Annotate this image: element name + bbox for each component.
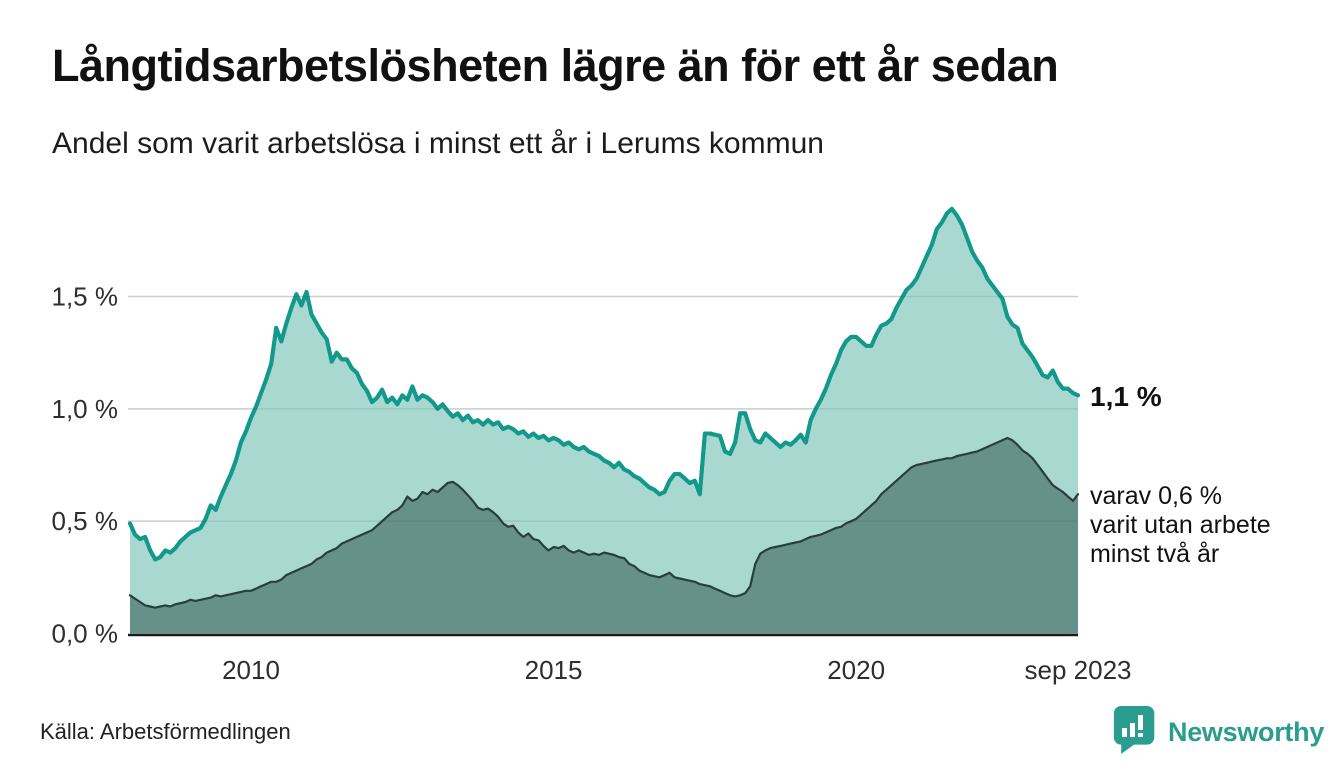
secondary-series-label-line1: varav 0,6 % — [1090, 482, 1223, 510]
newsworthy-brand: Newsworthy — [1112, 706, 1324, 758]
x-axis-tick-label: 2010 — [222, 655, 280, 685]
secondary-series-label-line3: minst två år — [1090, 540, 1220, 568]
secondary-series-label-line2: varit utan arbete — [1090, 511, 1271, 539]
y-axis-tick-label: 0,5 % — [52, 506, 119, 536]
area-unemployed-2yr — [130, 438, 1078, 634]
chart-subtitle: Andel som varit arbetslösa i minst ett å… — [52, 127, 824, 160]
line-unemployed-2yr — [128, 436, 1080, 609]
newsworthy-brand-text: Newsworthy — [1168, 716, 1325, 747]
x-axis-tick-label: 2015 — [525, 655, 583, 685]
newsworthy-logo-icon — [1113, 706, 1155, 754]
latest-value-label: 1,1 % — [1090, 381, 1162, 412]
secondary-series-label: varav 0,6 % varit utan arbete minst två … — [1090, 482, 1271, 569]
y-axis-tick-label: 0,0 % — [52, 619, 119, 649]
line-unemployed-1yr-top — [128, 206, 1080, 562]
y-axis-tick-label: 1,0 % — [52, 394, 119, 424]
y-axis-tick-label: 1,5 % — [52, 281, 119, 311]
x-axis-tick-label: 2020 — [827, 655, 885, 685]
chart-title: Långtidsarbetslösheten lägre än för ett … — [52, 40, 1059, 91]
x-axis-tick-label: sep 2023 — [1025, 655, 1132, 685]
source-note: Källa: Arbetsförmedlingen — [40, 719, 291, 744]
